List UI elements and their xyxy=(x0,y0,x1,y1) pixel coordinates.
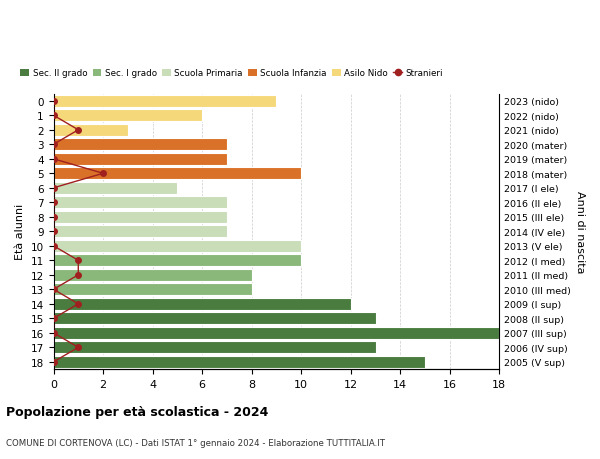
Legend: Sec. II grado, Sec. I grado, Scuola Primaria, Scuola Infanzia, Asilo Nido, Stran: Sec. II grado, Sec. I grado, Scuola Prim… xyxy=(17,66,447,82)
Point xyxy=(49,286,58,293)
Bar xyxy=(53,255,301,267)
Point xyxy=(98,170,108,178)
Bar xyxy=(53,168,301,180)
Point xyxy=(49,141,58,149)
Point xyxy=(73,344,83,351)
Point xyxy=(49,199,58,207)
Bar xyxy=(53,124,128,137)
Point xyxy=(49,213,58,221)
Point xyxy=(73,127,83,134)
Bar xyxy=(53,341,376,354)
Bar xyxy=(53,226,227,238)
Point xyxy=(73,301,83,308)
Point xyxy=(49,330,58,337)
Bar xyxy=(53,211,227,224)
Bar xyxy=(53,313,376,325)
Point xyxy=(49,112,58,120)
Y-axis label: Età alunni: Età alunni xyxy=(15,204,25,260)
Text: COMUNE DI CORTENOVA (LC) - Dati ISTAT 1° gennaio 2024 - Elaborazione TUTTITALIA.: COMUNE DI CORTENOVA (LC) - Dati ISTAT 1°… xyxy=(6,438,385,447)
Bar xyxy=(53,298,351,310)
Bar xyxy=(53,327,499,339)
Point xyxy=(49,243,58,250)
Bar xyxy=(53,284,251,296)
Bar xyxy=(53,110,202,122)
Point xyxy=(49,228,58,235)
Point xyxy=(49,156,58,163)
Bar xyxy=(53,153,227,166)
Bar xyxy=(53,269,251,281)
Point xyxy=(49,185,58,192)
Text: Popolazione per età scolastica - 2024: Popolazione per età scolastica - 2024 xyxy=(6,405,268,419)
Bar xyxy=(53,197,227,209)
Bar xyxy=(53,139,227,151)
Bar xyxy=(53,356,425,368)
Bar xyxy=(53,240,301,252)
Bar xyxy=(53,182,178,195)
Point xyxy=(73,257,83,264)
Point xyxy=(49,358,58,366)
Point xyxy=(73,272,83,279)
Y-axis label: Anni di nascita: Anni di nascita xyxy=(575,190,585,273)
Point xyxy=(49,98,58,105)
Point xyxy=(49,315,58,322)
Bar xyxy=(53,95,277,108)
